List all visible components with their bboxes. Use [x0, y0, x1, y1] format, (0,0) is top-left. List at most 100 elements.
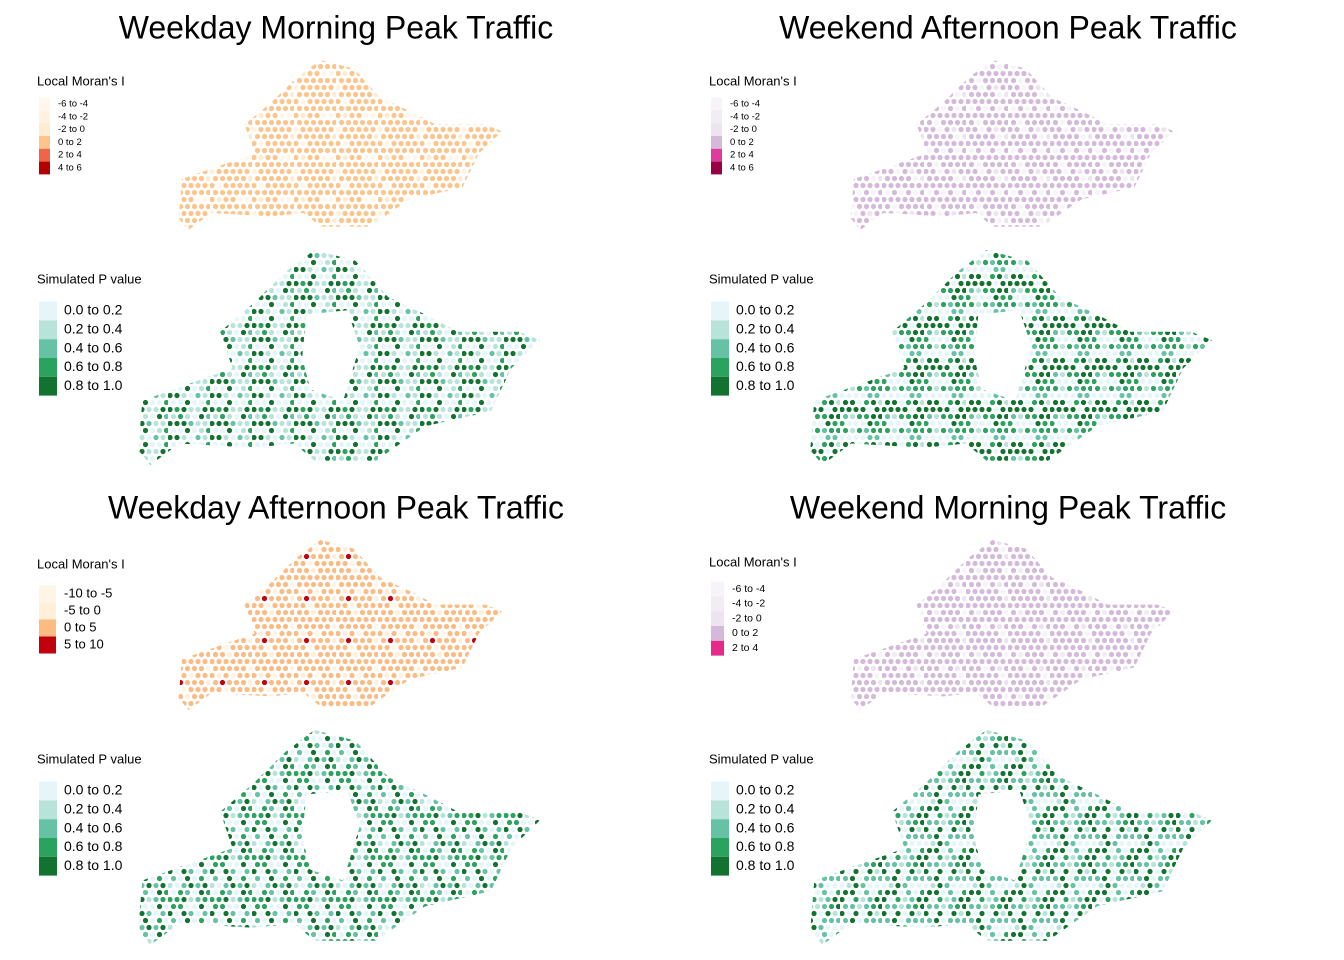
panel-title: Weekday Afternoon Peak Traffic [108, 489, 564, 525]
legend-label: 4 to 6 [730, 163, 754, 174]
legend-label: 0.8 to 1.0 [64, 377, 123, 393]
legend-title: Simulated P value [709, 271, 814, 286]
panel-title: Weekend Afternoon Peak Traffic [779, 9, 1237, 45]
legend-swatch [39, 819, 57, 838]
map-area [138, 730, 540, 945]
legend-label: 0.2 to 0.4 [736, 801, 795, 817]
legend-label: 2 to 4 [58, 150, 82, 161]
legend-swatch [39, 856, 57, 876]
legend-swatch [39, 110, 50, 124]
legend-title: Local Moran's I [709, 73, 797, 88]
legend-label: -2 to 0 [730, 124, 757, 135]
legend-label: -4 to -2 [732, 598, 765, 610]
legend-label: 0.6 to 0.8 [64, 838, 123, 854]
legend-label: 4 to 6 [58, 163, 82, 174]
legend-label: 0.4 to 0.6 [64, 819, 123, 835]
legend-label: -5 to 0 [64, 602, 101, 617]
map-area [178, 60, 502, 230]
map-area [138, 250, 540, 465]
legend-label: 0.6 to 0.8 [736, 358, 795, 374]
legend-label: 0.0 to 0.2 [736, 302, 795, 318]
legend-swatch [711, 819, 729, 838]
legend-label: -4 to -2 [730, 111, 760, 122]
map-area [850, 540, 1174, 710]
legend-swatch [39, 585, 56, 603]
legend-label: 0.2 to 0.4 [64, 801, 123, 817]
map-panel: Weekend Afternoon Peak Traffic Local Mora… [709, 9, 1237, 465]
legend-label: 0.8 to 1.0 [736, 857, 795, 873]
map-panel: Weekday Morning Peak Traffic Local Moran'… [37, 9, 553, 465]
legend-swatch [711, 781, 729, 801]
legend-swatch [711, 339, 729, 358]
legend-swatch [39, 320, 57, 340]
legend-swatch [711, 800, 729, 820]
map-panel: Weekday Afternoon Peak Traffic Local Mora… [37, 489, 564, 945]
legend-label: 5 to 10 [64, 636, 104, 651]
legend-swatch [711, 136, 722, 149]
legend-label: 0.4 to 0.6 [736, 339, 795, 355]
legend-label: 0 to 5 [64, 619, 97, 634]
legend-label: 0 to 2 [732, 627, 758, 639]
legend-swatch [711, 161, 722, 175]
legend-swatch [39, 148, 50, 162]
legend-swatch [711, 123, 722, 136]
legend-swatch [711, 581, 724, 597]
legend-label: 0.0 to 0.2 [64, 302, 123, 318]
legend-swatch [711, 376, 729, 396]
legend-swatch [711, 640, 724, 656]
legend-swatch [39, 301, 57, 321]
legend-swatch [39, 838, 57, 857]
legend-swatch [39, 636, 56, 654]
legend-swatch [711, 611, 724, 626]
legend-label: -4 to -2 [58, 111, 88, 122]
map-area [850, 60, 1174, 230]
legend-label: 0.4 to 0.6 [736, 819, 795, 835]
legend-label: 0.8 to 1.0 [64, 857, 123, 873]
legend-swatch [39, 800, 57, 820]
legend-title: Local Moran's I [37, 556, 125, 571]
legend-label: -2 to 0 [58, 124, 85, 135]
legend-swatch [711, 320, 729, 340]
legend-swatch [711, 301, 729, 321]
legend-swatch [39, 97, 50, 111]
map-area [810, 250, 1212, 465]
legend-swatch [711, 856, 729, 876]
legend-title: Simulated P value [37, 751, 142, 766]
legend-swatch [39, 619, 56, 637]
legend-label: 0.8 to 1.0 [736, 377, 795, 393]
legend-title: Simulated P value [37, 271, 142, 286]
legend-label: -6 to -4 [58, 99, 88, 110]
legend-swatch [711, 148, 722, 162]
legend-swatch [711, 838, 729, 857]
legend-swatch [39, 339, 57, 358]
legend-label: 2 to 4 [730, 150, 754, 161]
legend-label: -10 to -5 [64, 585, 112, 600]
legend-swatch [711, 110, 722, 124]
legend-title: Local Moran's I [37, 73, 125, 88]
map-panel: Weekend Morning Peak Traffic Local Moran'… [709, 489, 1226, 945]
legend-swatch [711, 596, 724, 612]
legend-swatch [39, 358, 57, 377]
legend-swatch [39, 376, 57, 396]
legend-swatch [39, 123, 50, 136]
map-area [810, 730, 1212, 945]
legend-swatch [711, 97, 722, 111]
panel-title: Weekend Morning Peak Traffic [790, 489, 1226, 525]
legend-title: Local Moran's I [709, 554, 797, 569]
legend-label: 0.6 to 0.8 [64, 358, 123, 374]
panel-title: Weekday Morning Peak Traffic [119, 9, 554, 45]
legend-title: Simulated P value [709, 751, 814, 766]
map-area [178, 540, 502, 710]
legend-label: -6 to -4 [732, 583, 765, 595]
legend-label: 0.6 to 0.8 [736, 838, 795, 854]
legend-label: 0.2 to 0.4 [64, 321, 123, 337]
legend-swatch [711, 358, 729, 377]
legend-label: 0 to 2 [730, 137, 754, 148]
legend-swatch [39, 161, 50, 175]
legend-swatch [711, 626, 724, 641]
legend-swatch [39, 781, 57, 801]
legend-label: 0.0 to 0.2 [64, 782, 123, 798]
legend-label: -6 to -4 [730, 99, 760, 110]
legend-label: 0 to 2 [58, 137, 82, 148]
